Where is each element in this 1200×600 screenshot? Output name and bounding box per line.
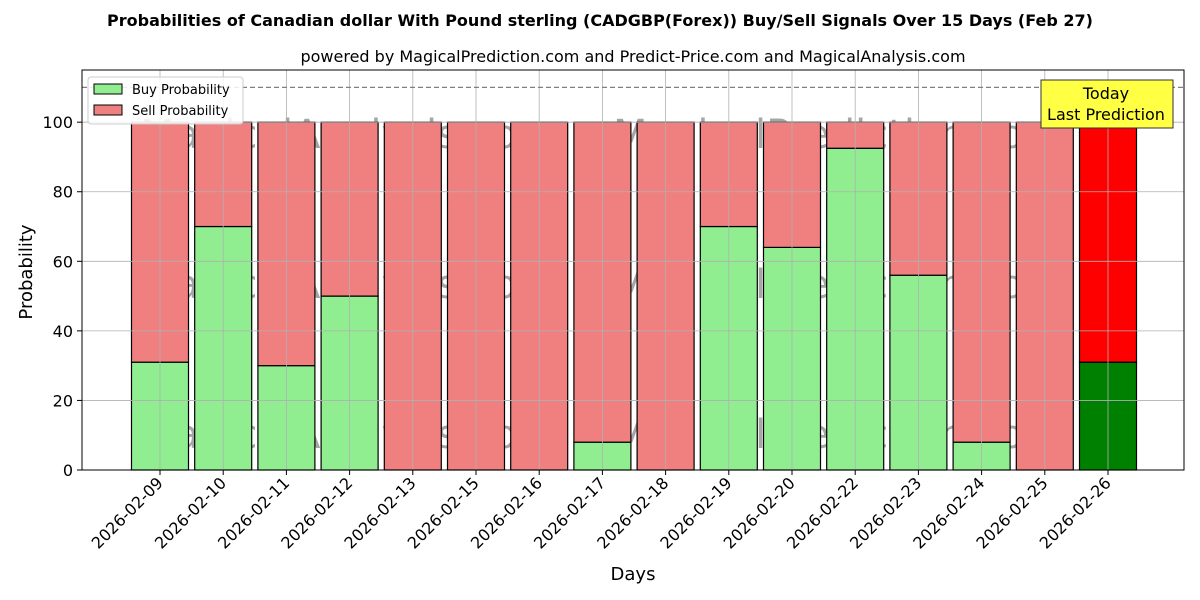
annotation-text: Last Prediction [1047,105,1165,124]
today-annotation: Today Last Prediction [1040,79,1174,129]
y-tick-label: 0 [63,461,73,480]
plot-frame [81,69,1185,471]
legend-swatch [93,104,123,116]
y-tick-label: 40 [53,322,73,341]
legend: Buy Probability Sell Probability [87,76,244,125]
legend-box [87,76,244,125]
y-tick-label: 60 [53,252,73,271]
legend-swatch [93,83,123,95]
plot-area: MagicalAnalysis.comMagicalPrediction.com… [42,69,1185,553]
x-axis-label: Days [611,564,656,585]
y-axis-label: Probability [16,224,37,319]
y-tick-label: 100 [42,113,73,132]
y-tick-label: 80 [53,183,73,202]
legend-label: Buy Probability [132,83,230,98]
chart-subtitle: powered by MagicalPrediction.com and Pre… [300,47,965,66]
annotation-text: Today [1082,84,1129,103]
legend-label: Sell Probability [132,104,229,119]
annotation-box [1040,79,1174,129]
y-tick-label: 20 [53,391,73,410]
chart-title: Probabilities of Canadian dollar With Po… [107,11,1093,30]
